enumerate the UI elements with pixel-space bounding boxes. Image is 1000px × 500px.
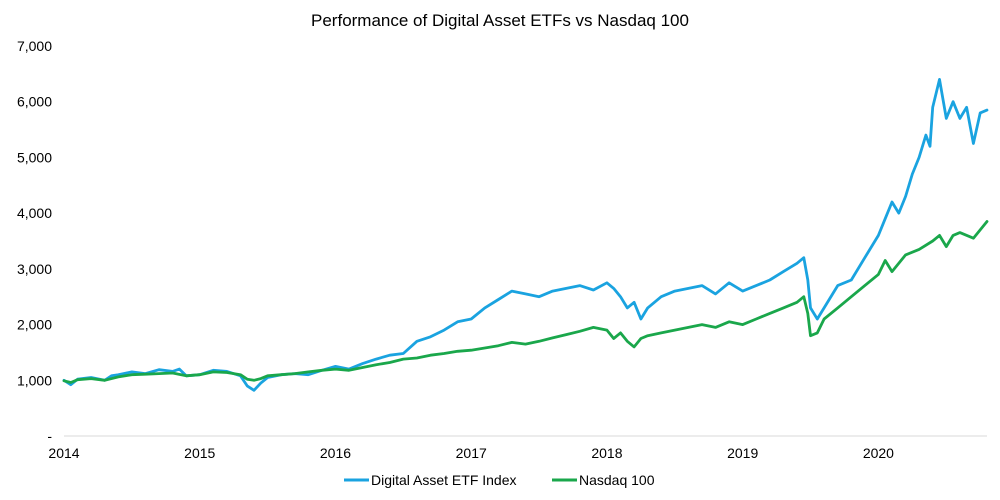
y-tick-label: - [47, 428, 52, 444]
x-tick-label: 2018 [591, 445, 622, 461]
y-tick-label: 1,000 [17, 372, 52, 388]
x-tick-label: 2017 [456, 445, 487, 461]
legend: Digital Asset ETF Index Nasdaq 100 [344, 472, 655, 488]
series-line-nasdaq-100 [62, 220, 989, 384]
y-tick-label: 6,000 [17, 94, 52, 110]
series-layer [62, 78, 989, 392]
y-tick-label: 5,000 [17, 149, 52, 165]
legend-label: Digital Asset ETF Index [371, 472, 517, 488]
x-tick-label: 2015 [184, 445, 215, 461]
x-tick-label: 2014 [48, 445, 79, 461]
y-tick-label: 4,000 [17, 205, 52, 221]
y-tick-label: 3,000 [17, 261, 52, 277]
x-tick-label: 2020 [863, 445, 894, 461]
y-axis: - 1,000 2,000 3,000 4,000 5,000 6,000 7,000 [17, 38, 52, 444]
x-tick-label: 2016 [320, 445, 351, 461]
chart-title: Performance of Digital Asset ETFs vs Nas… [311, 11, 689, 30]
x-tick-label: 2019 [727, 445, 758, 461]
y-tick-label: 2,000 [17, 317, 52, 333]
y-tick-label: 7,000 [17, 38, 52, 54]
legend-label: Nasdaq 100 [579, 472, 655, 488]
x-axis: 2014 2015 2016 2017 2018 2019 2020 [48, 435, 987, 461]
